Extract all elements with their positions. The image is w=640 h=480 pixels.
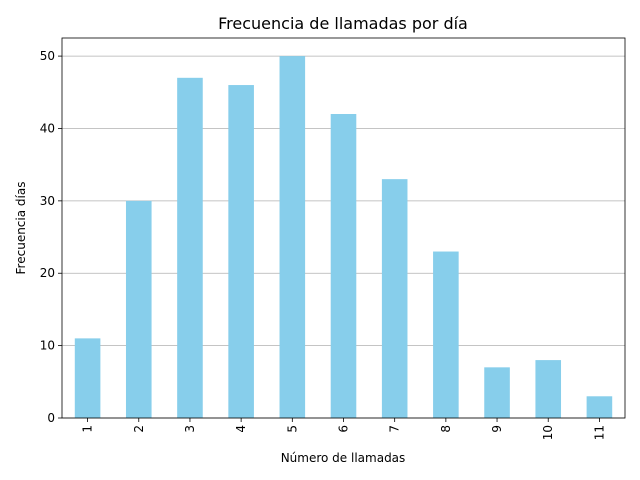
bar-3	[177, 77, 203, 419]
x-tick-label-3: 3	[183, 425, 197, 433]
bar-6	[330, 114, 357, 418]
x-tick-label-6: 6	[337, 425, 351, 433]
bar-2	[125, 200, 152, 418]
bar-8	[433, 251, 459, 418]
bar-10	[535, 360, 562, 418]
x-tick-label-10: 10	[541, 425, 555, 440]
bar-9	[484, 367, 510, 418]
y-tick-label-20: 20	[40, 266, 55, 280]
bar-11	[586, 396, 613, 418]
bar-4	[228, 85, 254, 419]
y-tick-label-30: 30	[40, 194, 55, 208]
x-tick-label-5: 5	[285, 425, 299, 433]
x-axis-label: Número de llamadas	[281, 451, 406, 465]
bar-1	[74, 338, 101, 418]
y-tick-label-0: 0	[47, 411, 55, 425]
bar-7	[381, 179, 408, 418]
x-tick-label-4: 4	[234, 425, 248, 433]
x-tick-label-7: 7	[388, 425, 402, 433]
y-tick-label-40: 40	[40, 121, 55, 135]
x-tick-label-9: 9	[490, 425, 504, 433]
x-tick-label-2: 2	[132, 425, 146, 433]
y-axis-label: Frecuencia días	[14, 182, 28, 275]
x-tick-label-11: 11	[592, 425, 606, 440]
x-tick-label-8: 8	[439, 425, 453, 433]
y-tick-label-10: 10	[40, 339, 55, 353]
bar-5	[279, 56, 306, 418]
x-tick-label-1: 1	[81, 425, 95, 433]
y-tick-label-50: 50	[40, 49, 55, 63]
y-axis-ticks: 0 10 20 30 40 50	[40, 49, 62, 425]
chart-title: Frecuencia de llamadas por día	[218, 14, 468, 33]
x-axis-ticks: 1 2 3 4 5 6 7 8 9 10 11	[81, 418, 606, 440]
bars	[74, 56, 613, 419]
